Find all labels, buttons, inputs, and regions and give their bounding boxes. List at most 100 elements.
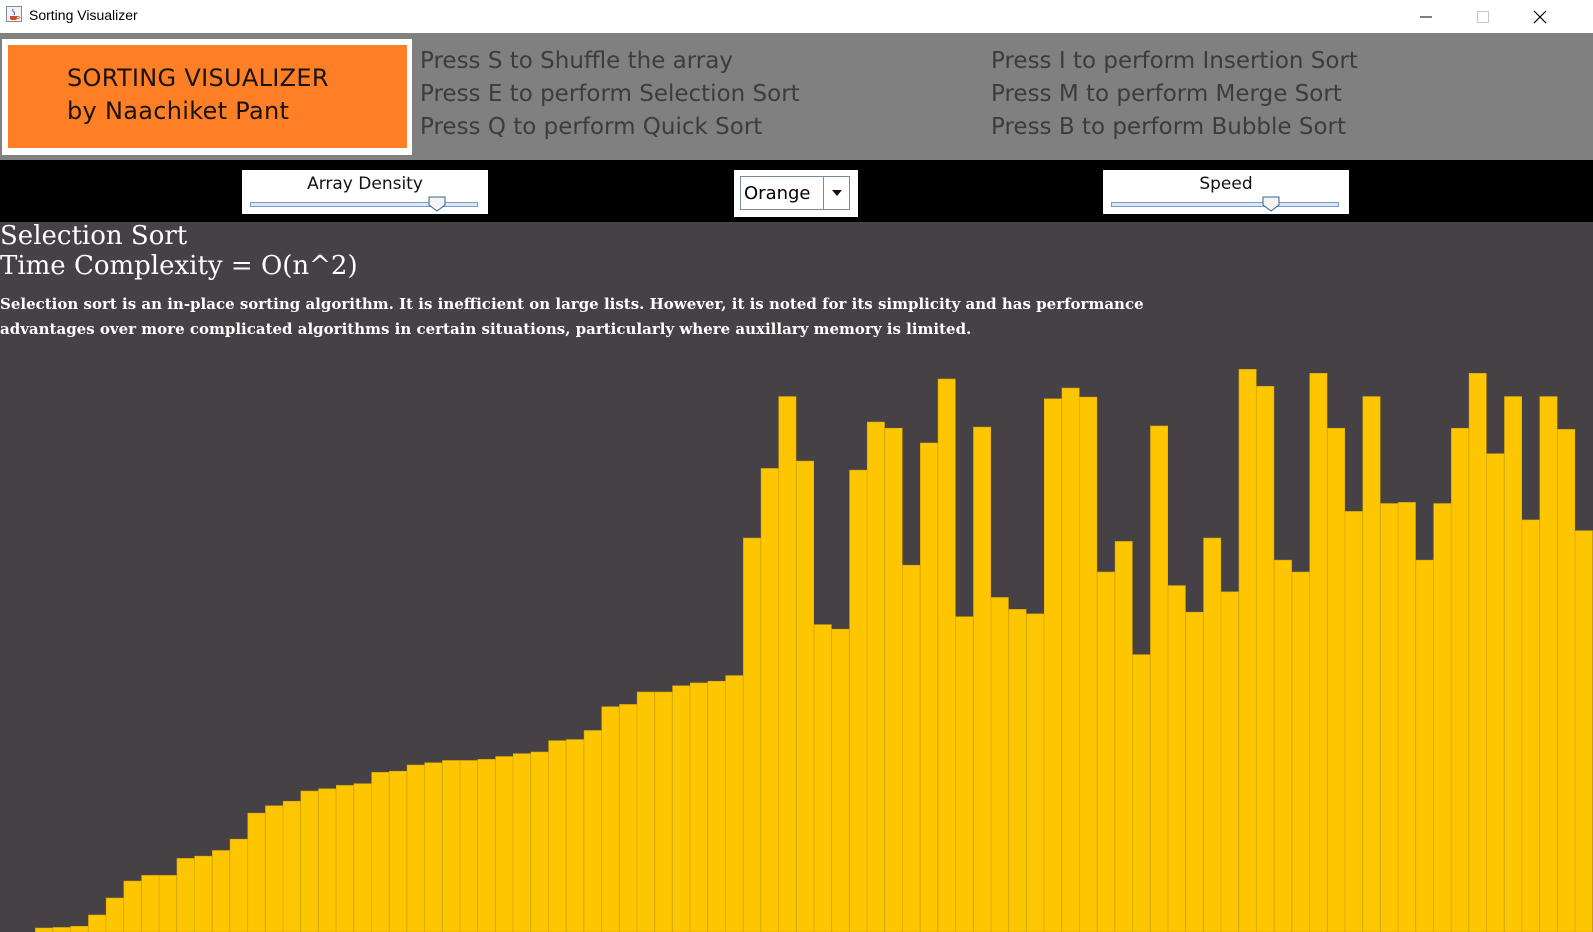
- algorithm-name: Selection Sort: [0, 222, 188, 251]
- speed-slider-panel: Speed: [1103, 170, 1349, 214]
- close-icon: [1533, 10, 1547, 23]
- logo-author: by Naachiket Pant: [67, 97, 290, 125]
- array-bar: [229, 838, 248, 932]
- array-bar: [1362, 396, 1381, 932]
- array-bar: [141, 875, 160, 932]
- array-bar: [1504, 396, 1523, 932]
- array-bar: [1309, 373, 1328, 932]
- array-bar: [920, 442, 938, 932]
- dropdown-button[interactable]: [823, 177, 849, 209]
- array-bar: [1114, 541, 1133, 932]
- array-density-slider-thumb[interactable]: [428, 196, 446, 212]
- array-bar: [265, 805, 284, 932]
- array-bar: [530, 751, 549, 932]
- array-bar: [831, 628, 850, 932]
- array-bar: [1398, 502, 1416, 932]
- array-bar: [424, 762, 443, 932]
- array-bar: [282, 800, 301, 932]
- color-select[interactable]: Orange: [740, 176, 850, 210]
- array-bar: [1274, 559, 1292, 932]
- bar-chart: [35, 369, 1593, 932]
- array-bar: [1238, 369, 1257, 932]
- array-bar: [495, 756, 514, 932]
- array-bar: [459, 760, 478, 932]
- array-bar: [176, 858, 195, 932]
- array-bar: [1150, 425, 1169, 932]
- array-bar: [636, 691, 655, 932]
- array-bar: [477, 759, 496, 932]
- array-bar: [194, 855, 213, 932]
- array-bar: [389, 770, 407, 932]
- array-bar: [1451, 427, 1469, 932]
- array-bar: [353, 783, 372, 932]
- array-bar: [1061, 387, 1080, 932]
- array-bar: [88, 914, 107, 932]
- controls-bar: Array Density Orange Speed: [0, 160, 1593, 222]
- logo-banner: SORTING VISUALIZER by Naachiket Pant: [8, 45, 407, 148]
- array-bar: [1008, 609, 1027, 932]
- array-bar: [1203, 537, 1222, 932]
- array-bar: [937, 378, 956, 932]
- array-bar: [583, 730, 602, 932]
- minimize-button[interactable]: [1397, 0, 1455, 33]
- array-bar: [371, 772, 390, 932]
- minimize-icon: [1420, 16, 1432, 17]
- array-density-slider-panel: Array Density: [242, 170, 488, 214]
- array-bar: [1221, 591, 1239, 932]
- array-bar: [1044, 398, 1062, 932]
- array-bar: [212, 850, 230, 932]
- algorithm-description: Selection sort is an in-place sorting al…: [0, 295, 1144, 338]
- array-bar: [1097, 571, 1115, 932]
- array-bar: [159, 875, 177, 932]
- array-bar: [247, 812, 266, 932]
- array-bar: [902, 564, 921, 932]
- visualizer-canvas: Selection Sort Time Complexity = O(n^2) …: [0, 222, 1593, 932]
- array-bar: [1575, 530, 1593, 932]
- array-bar: [1167, 585, 1186, 932]
- array-bar: [548, 740, 567, 932]
- array-bar: [1026, 613, 1045, 932]
- array-bar: [35, 927, 53, 932]
- array-bar: [884, 427, 903, 932]
- array-bar: [1079, 396, 1098, 932]
- array-bar: [1539, 396, 1558, 932]
- array-bar: [1468, 373, 1487, 932]
- maximize-button[interactable]: [1454, 0, 1512, 33]
- array-bar: [743, 537, 761, 932]
- instruction-selection: Press E to perform Selection Sort: [420, 81, 800, 107]
- speed-slider-thumb[interactable]: [1262, 196, 1280, 212]
- logo-title: SORTING VISUALIZER: [67, 64, 329, 92]
- array-bar: [1380, 503, 1399, 932]
- speed-track[interactable]: [1111, 202, 1339, 207]
- array-bar: [849, 469, 868, 932]
- array-bar: [105, 897, 124, 932]
- array-bar: [442, 760, 461, 932]
- color-select-value: Orange: [744, 183, 811, 204]
- header-panel: SORTING VISUALIZER by Naachiket Pant Pre…: [0, 33, 1593, 160]
- array-bar: [406, 764, 425, 932]
- maximize-icon: [1477, 10, 1489, 23]
- array-bar: [1521, 519, 1540, 932]
- close-button[interactable]: [1511, 0, 1569, 33]
- array-bar: [973, 426, 992, 932]
- array-bar: [566, 739, 584, 932]
- array-bar: [1291, 571, 1310, 932]
- algorithm-complexity: Time Complexity = O(n^2): [0, 251, 358, 281]
- logo-frame: SORTING VISUALIZER by Naachiket Pant: [2, 39, 412, 155]
- instruction-quick: Press Q to perform Quick Sort: [420, 114, 763, 140]
- array-bar: [1185, 611, 1204, 932]
- array-bar: [601, 706, 620, 932]
- array-density-track[interactable]: [250, 202, 478, 207]
- array-bar: [1256, 386, 1275, 932]
- array-bar: [1557, 429, 1576, 932]
- array-bar: [990, 597, 1009, 932]
- speed-label: Speed: [1199, 174, 1253, 194]
- java-app-icon: [6, 6, 22, 22]
- array-bar: [707, 680, 726, 932]
- array-bar: [335, 785, 354, 932]
- chevron-down-icon: [831, 190, 842, 196]
- array-bar: [866, 421, 885, 932]
- array-bar: [1415, 559, 1434, 932]
- array-bar: [654, 691, 673, 932]
- array-bar: [672, 685, 691, 932]
